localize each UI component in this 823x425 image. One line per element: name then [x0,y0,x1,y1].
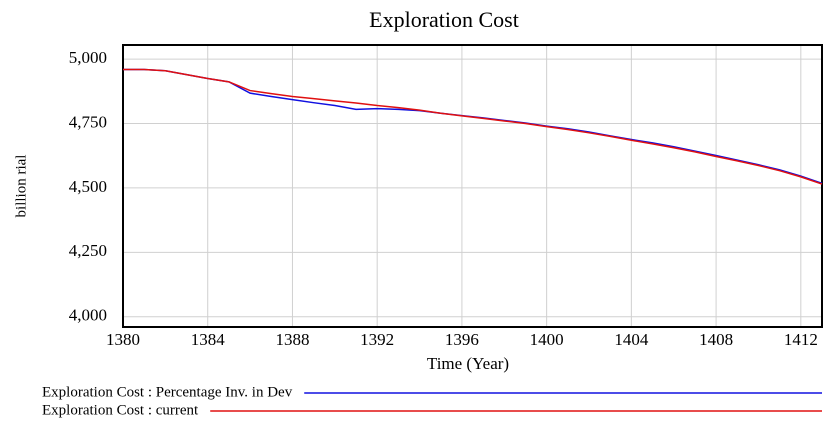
y-tick-label: 4,500 [69,177,107,196]
legend-label: Exploration Cost : current [42,402,199,418]
x-tick-label: 1392 [360,330,394,349]
x-tick-label: 1380 [106,330,140,349]
plot-frame [122,44,823,328]
y-tick-label: 4,000 [69,306,107,325]
chart-title: Exploration Cost [369,7,519,32]
x-tick-label: 1384 [191,330,226,349]
x-axis-label: Time (Year) [427,354,509,373]
x-tick-label: 1404 [614,330,649,349]
series-line [123,68,823,185]
x-tick-label: 1388 [275,330,309,349]
x-tick-label: 1412 [784,330,818,349]
x-tick-label: 1408 [699,330,733,349]
legend-label: Exploration Cost : Percentage Inv. in De… [42,384,293,400]
y-tick-label: 4,750 [69,112,107,131]
x-tick-label: 1400 [530,330,564,349]
y-axis-label: billion rial [13,155,29,218]
series-line [123,68,823,185]
y-tick-label: 4,250 [69,241,107,260]
y-tick-label: 5,000 [69,48,107,67]
x-tick-label: 1396 [445,330,479,349]
